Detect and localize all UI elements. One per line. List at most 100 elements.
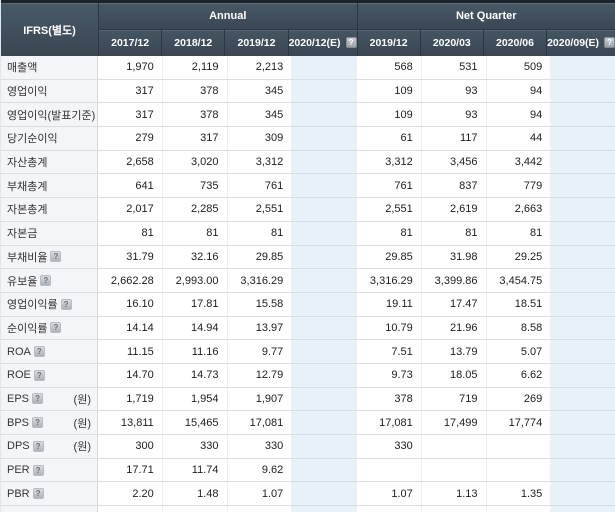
value-cell: 14.70 bbox=[98, 363, 163, 387]
column-7-help-icon[interactable]: ? bbox=[604, 37, 615, 49]
row-16-help-icon[interactable]: ? bbox=[32, 440, 44, 452]
column-header-label: 2020/03 bbox=[432, 36, 471, 49]
row-label-cell: 부채비율? bbox=[1, 245, 98, 269]
value-cell: 81 bbox=[98, 221, 163, 245]
table-row: 영업이익 317 378 345 109 93 94 bbox=[1, 79, 615, 104]
row-label: EPS bbox=[7, 392, 30, 405]
row-11-help-icon[interactable]: ? bbox=[50, 322, 62, 334]
value-cell: 17.71 bbox=[98, 458, 163, 482]
value-cell: 81 bbox=[357, 221, 422, 245]
value-cell: 14.73 bbox=[162, 363, 228, 387]
table-row: PER? 17.71 11.74 9.62 bbox=[1, 458, 615, 483]
value-cell: 94 bbox=[486, 79, 552, 103]
value-cell: 94 bbox=[486, 103, 552, 127]
value-cell: 509 bbox=[486, 56, 552, 79]
value-cell bbox=[486, 435, 552, 458]
row-label: 영업이익(발표기준) bbox=[7, 109, 96, 122]
table-row: 자산총계 2,658 3,020 3,312 3,312 3,456 3,442 bbox=[1, 150, 615, 175]
row-8-help-icon[interactable]: ? bbox=[50, 251, 62, 263]
column-header-label: 2020/09(E) bbox=[547, 36, 600, 49]
row-12-help-icon[interactable]: ? bbox=[33, 346, 45, 358]
value-cell: 345 bbox=[227, 103, 293, 127]
column-header-2019-12: 2019/12 bbox=[225, 29, 289, 56]
row-15-help-icon[interactable]: ? bbox=[32, 417, 44, 429]
table-row: 당기순이익 279 317 309 61 117 44 bbox=[1, 127, 615, 151]
row-17-help-icon[interactable]: ? bbox=[32, 464, 44, 476]
value-cell: 17.47 bbox=[421, 292, 487, 316]
row-unit-label: (원) bbox=[73, 417, 91, 430]
table-row-partial bbox=[1, 506, 615, 512]
row-14-help-icon[interactable]: ? bbox=[32, 393, 44, 405]
column-header-2019-12: 2019/12 bbox=[357, 29, 421, 56]
row-label: 당기순이익 bbox=[7, 133, 58, 146]
value-cell: 17,081 bbox=[227, 411, 293, 434]
row-label: DPS bbox=[7, 440, 30, 453]
value-cell: 13,811 bbox=[98, 411, 163, 434]
value-cell: 8.58 bbox=[486, 316, 552, 340]
row-label: 유보율 bbox=[7, 275, 38, 288]
value-cell: 330 bbox=[357, 435, 422, 458]
value-cell bbox=[292, 79, 357, 103]
value-cell: 14.94 bbox=[162, 316, 228, 340]
value-cell: 568 bbox=[357, 56, 422, 79]
value-cell: 309 bbox=[227, 127, 293, 150]
value-cell: 2,663 bbox=[486, 198, 552, 221]
row-label-cell: PBR? bbox=[1, 482, 98, 506]
value-cell: 3,399.86 bbox=[421, 269, 487, 292]
row-label-cell: 자본총계 bbox=[1, 198, 98, 221]
row-label-cell: 유보율? bbox=[1, 269, 98, 292]
column-3-help-icon[interactable]: ? bbox=[345, 37, 357, 49]
value-cell: 17,499 bbox=[421, 411, 487, 434]
value-cell: 17,774 bbox=[486, 411, 552, 434]
table-row: 순이익률? 14.14 14.94 13.97 10.79 21.96 8.58 bbox=[1, 316, 615, 341]
value-cell: 3,020 bbox=[162, 150, 228, 174]
value-cell: 378 bbox=[162, 103, 228, 127]
value-cell bbox=[292, 174, 357, 198]
value-cell bbox=[551, 269, 615, 292]
table-row: 자본금 81 81 81 81 81 81 bbox=[1, 221, 615, 246]
value-cell: 81 bbox=[162, 221, 228, 245]
value-cell bbox=[551, 458, 615, 482]
row-13-help-icon[interactable]: ? bbox=[33, 369, 45, 381]
value-cell bbox=[162, 506, 228, 512]
value-cell bbox=[551, 387, 615, 411]
table-row: BPS? (원) 13,811 15,465 17,081 17,081 17,499 17,… bbox=[1, 411, 615, 435]
value-cell bbox=[292, 316, 357, 340]
column-header-label: 2019/12 bbox=[237, 36, 276, 49]
table-row: 자본총계 2,017 2,285 2,551 2,551 2,619 2,663 bbox=[1, 198, 615, 222]
value-cell bbox=[227, 506, 293, 512]
row-10-help-icon[interactable]: ? bbox=[60, 298, 72, 310]
value-cell: 61 bbox=[357, 127, 422, 150]
value-cell bbox=[292, 150, 357, 174]
value-cell: 3,442 bbox=[486, 150, 552, 174]
value-cell: 13.79 bbox=[421, 340, 487, 363]
header-dates-row: 2017/12 2018/12 2019/12 2020/12(E)? 2019/12 2… bbox=[99, 29, 615, 56]
column-header-label: 2020/12(E) bbox=[288, 36, 341, 49]
value-cell: 12.79 bbox=[227, 363, 293, 387]
value-cell: 1.48 bbox=[162, 482, 228, 506]
row-18-help-icon[interactable]: ? bbox=[32, 488, 44, 500]
value-cell: 15,465 bbox=[162, 411, 228, 434]
value-cell: 93 bbox=[421, 79, 487, 103]
value-cell: 11.74 bbox=[162, 458, 228, 482]
row-label-cell: 당기순이익 bbox=[1, 127, 98, 150]
table-row: ROE? 14.70 14.73 12.79 9.73 18.05 6.62 bbox=[1, 363, 615, 388]
value-cell: 31.79 bbox=[98, 245, 163, 269]
row-label: 부채비율 bbox=[7, 251, 48, 264]
table-body: 매출액 1,970 2,119 2,213 568 531 509 영업이익 317 378 345… bbox=[1, 56, 615, 512]
value-cell: 378 bbox=[162, 79, 228, 103]
value-cell: 779 bbox=[486, 174, 552, 198]
value-cell: 2,662.28 bbox=[98, 269, 163, 292]
value-cell: 317 bbox=[98, 103, 163, 127]
value-cell: 761 bbox=[357, 174, 422, 198]
value-cell: 2,658 bbox=[98, 150, 163, 174]
value-cell bbox=[292, 363, 357, 387]
row-9-help-icon[interactable]: ? bbox=[40, 275, 52, 287]
value-cell bbox=[551, 292, 615, 316]
value-cell: 2,993.00 bbox=[162, 269, 228, 292]
header-columns-area: Annual Net Quarter 2017/12 2018/12 2019/12… bbox=[99, 3, 615, 56]
value-cell bbox=[421, 506, 487, 512]
table-row: 영업이익(발표기준) 317 378 345 109 93 94 bbox=[1, 103, 615, 128]
value-cell: 117 bbox=[421, 127, 487, 150]
value-cell bbox=[551, 127, 615, 150]
